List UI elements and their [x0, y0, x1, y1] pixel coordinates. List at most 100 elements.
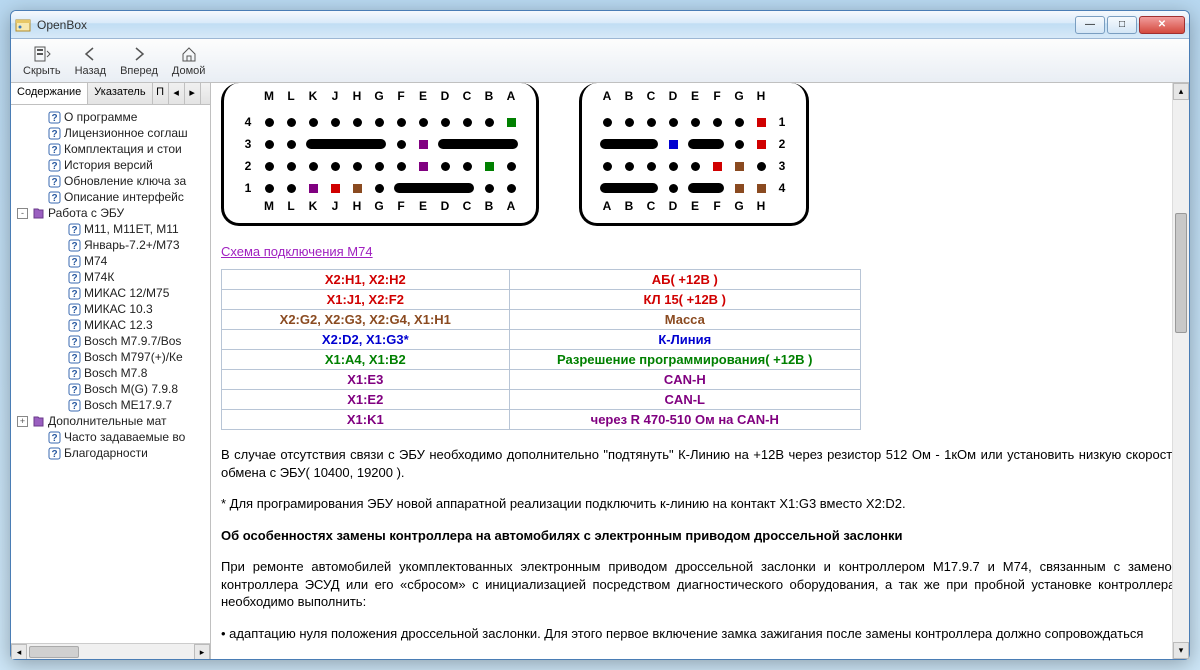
tree-label: Лицензионное соглаш — [64, 126, 188, 140]
help-icon: ? — [47, 126, 61, 140]
tree-item[interactable]: ?МИКАС 12/М75 — [13, 285, 208, 301]
svg-text:?: ? — [71, 321, 77, 332]
vscroll-down[interactable]: ▾ — [1173, 642, 1189, 659]
help-icon: ? — [67, 318, 81, 332]
tree-item[interactable]: +Дополнительные мат — [13, 413, 208, 429]
tree-item[interactable]: ?Благодарности — [13, 445, 208, 461]
help-icon: ? — [67, 366, 81, 380]
table-cell: X2:G2, X2:G3, X2:G4, X1:H1 — [222, 310, 510, 330]
tree-label: Bosch ME17.9.7 — [84, 398, 172, 412]
svg-text:?: ? — [51, 433, 57, 444]
hide-button[interactable]: Скрыть — [19, 42, 65, 79]
svg-text:?: ? — [71, 337, 77, 348]
back-icon — [80, 44, 100, 64]
tab-prev[interactable]: ◂ — [169, 83, 185, 104]
table-cell: Разрешение программирования( +12В ) — [509, 350, 860, 370]
tree-item[interactable]: ?Январь-7.2+/М73 — [13, 237, 208, 253]
help-icon: ? — [47, 446, 61, 460]
table-cell: X1:E3 — [222, 370, 510, 390]
hscroll-left[interactable]: ◂ — [11, 644, 27, 659]
schema-link[interactable]: Схема подключения М74 — [221, 244, 373, 259]
tree-label: Bosch M797(+)/Ке — [84, 350, 183, 364]
tree-label: Часто задаваемые во — [64, 430, 185, 444]
tree-label: М74 — [84, 254, 107, 268]
tree-label: Bosch M7.9.7/Bos — [84, 334, 181, 348]
paragraph: При ремонте автомобилей укомплектованных… — [221, 558, 1179, 611]
tab-contents[interactable]: Содержание — [11, 83, 88, 104]
tree-item[interactable]: ?История версий — [13, 157, 208, 173]
tree-item[interactable]: ?М74К — [13, 269, 208, 285]
maximize-button[interactable]: □ — [1107, 16, 1137, 34]
help-icon: ? — [47, 430, 61, 444]
tree-item[interactable]: ? Bosch M7.9.7/Bos — [13, 333, 208, 349]
tree-item[interactable]: ? МИКАС 12.3 — [13, 317, 208, 333]
tree-item[interactable]: ? Bosch M797(+)/Ке — [13, 349, 208, 365]
home-button[interactable]: Домой — [168, 42, 210, 79]
sidebar-tabs: Содержание Указатель П ◂ ▸ — [11, 83, 210, 105]
tab-next[interactable]: ▸ — [185, 83, 201, 104]
tree-label: Описание интерфейс — [64, 190, 184, 204]
table-cell: X1:E2 — [222, 390, 510, 410]
table-cell: КЛ 15( +12В ) — [509, 290, 860, 310]
help-icon: ? — [67, 398, 81, 412]
tree-label: Комплектация и стои — [64, 142, 182, 156]
connector: ABCDEFGH1234ABCDEFGH — [579, 83, 809, 226]
help-icon: ? — [67, 382, 81, 396]
tree-item[interactable]: ?Комплектация и стои — [13, 141, 208, 157]
tree-item[interactable]: ? Bosch ME17.9.7 — [13, 397, 208, 413]
tree-label: Благодарности — [64, 446, 148, 460]
tree-label: Январь-7.2+/М73 — [84, 238, 180, 252]
svg-text:?: ? — [71, 401, 77, 412]
tree-label: Bosch M(G) 7.9.8 — [84, 382, 178, 396]
hscroll-thumb[interactable] — [29, 646, 79, 658]
tree-view[interactable]: ?О программе?Лицензионное соглаш?Комплек… — [11, 105, 210, 643]
table-cell: X1:A4, X1:B2 — [222, 350, 510, 370]
content-vscroll[interactable]: ▴ ▾ — [1172, 83, 1189, 659]
tab-index[interactable]: Указатель — [88, 83, 152, 104]
window-title: OpenBox — [37, 18, 87, 32]
pins-table: X2:H1, X2:H2АБ( +12В )X1:J1, X2:F2КЛ 15(… — [221, 269, 861, 430]
tree-label: МИКАС 12.3 — [84, 318, 153, 332]
tree-item[interactable]: ?О программе — [13, 109, 208, 125]
table-cell: Масса — [509, 310, 860, 330]
app-icon — [15, 17, 31, 33]
tree-item[interactable]: ?Bosch M(G) 7.9.8 — [13, 381, 208, 397]
tree-label: Дополнительные мат — [48, 414, 166, 428]
tree-item[interactable]: ?М74 — [13, 253, 208, 269]
svg-text:?: ? — [51, 113, 57, 124]
tree-item[interactable]: -Работа с ЭБУ — [13, 205, 208, 221]
svg-text:?: ? — [71, 353, 77, 364]
tree-item[interactable]: ?Лицензионное соглаш — [13, 125, 208, 141]
tree-item[interactable]: ?М11, М11ЕТ, М11 — [13, 221, 208, 237]
forward-button[interactable]: Вперед — [116, 42, 162, 79]
tree-label: МИКАС 12/М75 — [84, 286, 169, 300]
tree-item[interactable]: ?Обновление ключа за — [13, 173, 208, 189]
tree-item[interactable]: ?Описание интерфейс — [13, 189, 208, 205]
table-cell: X2:H1, X2:H2 — [222, 270, 510, 290]
svg-text:?: ? — [51, 161, 57, 172]
help-icon: ? — [67, 270, 81, 284]
hscroll-right[interactable]: ▸ — [194, 644, 210, 659]
tree-label: М74К — [84, 270, 114, 284]
tree-label: Bosch M7.8 — [84, 366, 147, 380]
back-button[interactable]: Назад — [71, 42, 111, 79]
section-heading: Об особенностях замены контроллера на ав… — [221, 527, 1179, 545]
tree-item[interactable]: ? Часто задаваемые во — [13, 429, 208, 445]
titlebar[interactable]: OpenBox — □ ✕ — [11, 11, 1189, 39]
tree-item[interactable]: ?Bosch M7.8 — [13, 365, 208, 381]
tab-p[interactable]: П — [153, 83, 169, 104]
tree-item[interactable]: ?МИКАС 10.3 — [13, 301, 208, 317]
tree-label: Работа с ЭБУ — [48, 206, 124, 220]
table-cell: К-Линия — [509, 330, 860, 350]
sidebar-hscroll[interactable]: ◂ ▸ — [11, 643, 210, 659]
vscroll-thumb[interactable] — [1175, 213, 1187, 333]
book-icon — [31, 206, 45, 220]
toolbar: Скрыть Назад Вперед Домой — [11, 39, 1189, 83]
help-icon: ? — [47, 142, 61, 156]
vscroll-up[interactable]: ▴ — [1173, 83, 1189, 100]
tree-label: Обновление ключа за — [64, 174, 186, 188]
app-window: OpenBox — □ ✕ Скрыть Назад Вперед Домой … — [10, 10, 1190, 660]
minimize-button[interactable]: — — [1075, 16, 1105, 34]
connector: MLKJHGFEDCBA4321MLKJHGFEDCBA — [221, 83, 539, 226]
close-button[interactable]: ✕ — [1139, 16, 1185, 34]
